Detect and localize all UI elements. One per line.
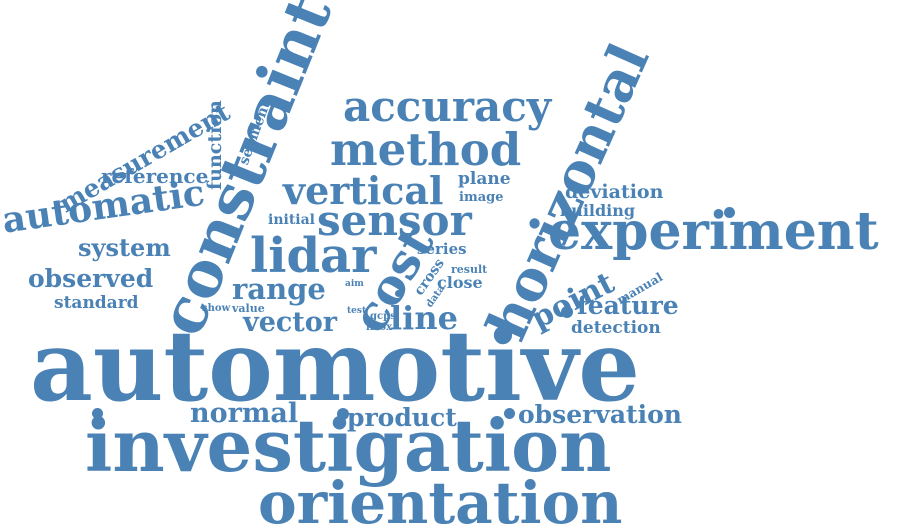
word-initial: initial <box>268 212 315 228</box>
word-accuracy: accuracy <box>343 82 552 131</box>
word-standard: standard <box>54 293 139 313</box>
word-value: value <box>232 302 265 315</box>
word-product: product <box>347 403 457 432</box>
word-investigation: investigation <box>85 403 612 488</box>
word-plane: plane <box>458 169 511 189</box>
word-building: building <box>560 201 636 220</box>
word-close: close <box>437 273 483 292</box>
word-series: series <box>417 240 467 258</box>
word-vector: vector <box>243 307 338 338</box>
word-deviation: deviation <box>565 181 664 203</box>
word-line: line <box>390 299 458 337</box>
word-vertical: vertical <box>283 168 444 213</box>
word-detection: detection <box>571 318 661 338</box>
word-aim: aim <box>345 279 364 289</box>
word-system: system <box>78 233 171 262</box>
word-experiment: experiment <box>548 201 879 262</box>
word-lidar: lidar <box>250 228 377 284</box>
word-livox: livox <box>366 322 393 333</box>
word-range: range <box>232 272 326 306</box>
dot-mark <box>337 408 349 420</box>
word-test: test <box>347 306 367 316</box>
word-reference: reference <box>101 164 209 188</box>
dot-mark <box>724 207 735 218</box>
dot-mark <box>395 290 402 297</box>
word-method: method <box>330 123 522 176</box>
word-automotive: automotive <box>30 309 640 423</box>
word-sensor: sensor <box>317 196 472 245</box>
word-observed: observed <box>28 264 154 293</box>
word-image: image <box>459 190 504 205</box>
word-normal: normal <box>190 398 299 429</box>
word-function: function <box>204 100 226 190</box>
word-show: show <box>202 303 231 314</box>
dot-mark <box>504 408 515 419</box>
word-orientation: orientation <box>258 469 623 532</box>
dot-mark <box>92 408 103 419</box>
word-observation: observation <box>518 400 682 429</box>
word-feature: feature <box>577 291 679 320</box>
word-result: result <box>451 263 488 276</box>
word-gcps: gcps <box>370 311 396 322</box>
dot-mark <box>561 306 573 318</box>
